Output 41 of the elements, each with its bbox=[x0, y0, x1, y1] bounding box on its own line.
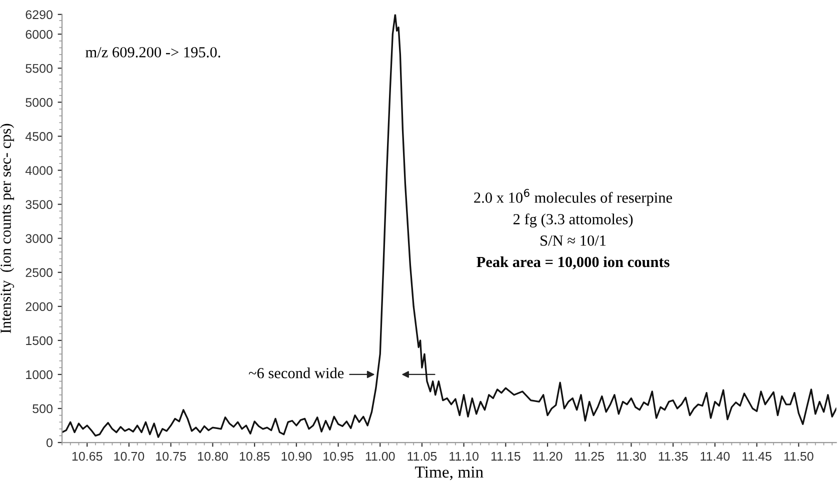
y-tick-label: 4000 bbox=[25, 166, 52, 175]
annotation: ~6 second wide bbox=[248, 368, 344, 378]
x-tick-label: 10.90 bbox=[282, 452, 312, 461]
x-axis-title: Time, min bbox=[415, 466, 484, 480]
x-tick-label: 11.00 bbox=[366, 452, 395, 461]
annotation: 2.0 x 10$^{6}$ molecules of reserpine bbox=[474, 188, 672, 206]
x-tick-label: 10.80 bbox=[198, 452, 228, 461]
y-tick-label: 3000 bbox=[26, 234, 52, 243]
y-tick-label: 5500 bbox=[26, 64, 52, 73]
x-tick-label: 10.75 bbox=[156, 452, 186, 461]
y-tick-label: 6290 bbox=[26, 10, 52, 20]
annotation: 2 fg (3.3 attomoles) bbox=[513, 213, 633, 228]
y-tick-label: 4500 bbox=[25, 132, 52, 141]
annotation: m/z 609.200 -> 195.0. bbox=[86, 47, 220, 58]
x-tick-label: 11.45 bbox=[742, 452, 772, 461]
x-tick-label: 10.70 bbox=[114, 452, 144, 461]
x-tick-label: 10.95 bbox=[324, 452, 354, 461]
x-tick-label: 11.35 bbox=[658, 452, 688, 461]
y-tick-label: 6000 bbox=[26, 30, 52, 39]
x-tick-label: 10.85 bbox=[240, 452, 270, 461]
x-tick-label: 11.30 bbox=[617, 452, 646, 461]
x-tick-label: 11.40 bbox=[700, 452, 730, 461]
x-tick-label: 10.65 bbox=[72, 452, 102, 461]
x-tick-label: 11.25 bbox=[575, 452, 604, 461]
y-tick-label: 2000 bbox=[26, 302, 52, 312]
x-tick-label: 11.50 bbox=[784, 452, 814, 461]
line-series bbox=[62, 14, 836, 438]
y-tick-label: 1500 bbox=[26, 336, 52, 346]
annotation: Peak area = 10,000 ion counts bbox=[476, 256, 670, 270]
x-tick-label: 11.20 bbox=[533, 452, 562, 461]
annotation: S/N ≈ 10/1 bbox=[540, 235, 606, 246]
y-tick-label: 5000 bbox=[26, 98, 52, 107]
y-tick-label: 500 bbox=[32, 404, 52, 414]
y-axis-title: Intensity (ion counts per sec- cps) bbox=[0, 124, 14, 334]
x-tick-label: 11.15 bbox=[491, 452, 520, 461]
y-tick-label: 0 bbox=[46, 438, 52, 448]
x-tick-label: 11.05 bbox=[408, 452, 437, 461]
x-tick-label: 11.10 bbox=[450, 452, 479, 461]
y-tick-label: 1000 bbox=[26, 370, 52, 380]
y-tick-label: 2500 bbox=[26, 268, 52, 278]
y-tick-label: 3500 bbox=[26, 200, 52, 209]
